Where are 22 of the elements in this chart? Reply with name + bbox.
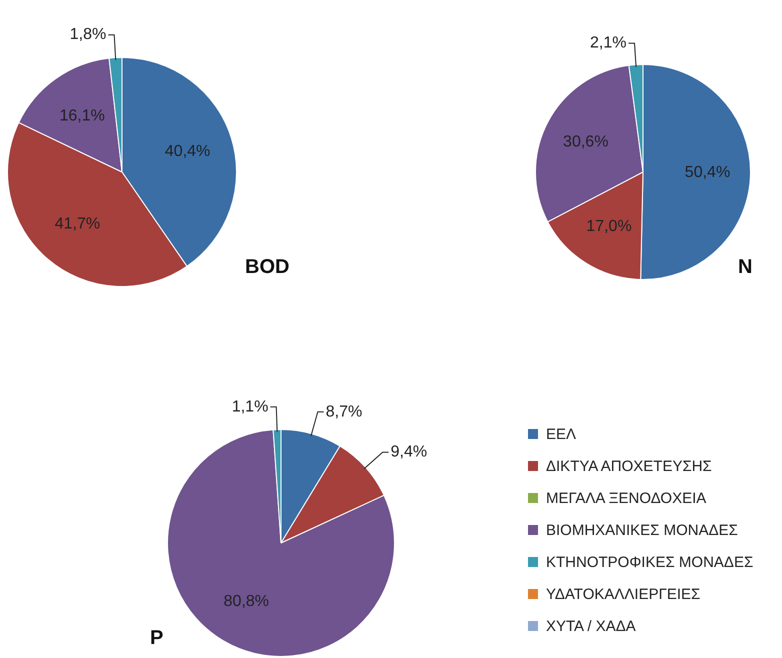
legend-label: ΚΤΗΝΟΤΡΟΦΙΚΕΣ ΜΟΝΑΔΕΣ bbox=[546, 554, 754, 570]
data-label: 41,7% bbox=[54, 216, 100, 233]
legend-label: ΧΥΤΑ / ΧΑΔΑ bbox=[546, 618, 636, 634]
text: BOD bbox=[245, 256, 290, 279]
legend-label: ΜΕΓΑΛΑ ΞΕΝΟΔΟΧΕΙΑ bbox=[546, 490, 706, 506]
data-label: 17,0% bbox=[586, 218, 632, 236]
data-label: 1,8% bbox=[70, 26, 106, 44]
data-label: 2,1% bbox=[590, 34, 627, 52]
data-label: 16,1% bbox=[59, 107, 105, 124]
legend-label: ΕΕΛ bbox=[546, 426, 576, 442]
legend-label: ΒΙΟΜΗΧΑΝΙΚΕΣ ΜΟΝΑΔΕΣ bbox=[546, 522, 738, 538]
data-label: 9,4% bbox=[390, 444, 428, 461]
data-label: 50,4% bbox=[684, 164, 730, 182]
data-label: 8,7% bbox=[326, 403, 362, 420]
data-label: 30,6% bbox=[563, 134, 608, 151]
data-label: 40,4% bbox=[164, 143, 210, 160]
legend-label: ΥΔΑΤΟΚΑΛΛΙΕΡΓΕΙΕΣ bbox=[546, 586, 700, 602]
legend-label: ΔΙΚΤΥΑ ΑΠΟΧΕΤΕΥΣΗΣ bbox=[546, 458, 712, 474]
text: N bbox=[738, 256, 752, 279]
data-label: 1,1% bbox=[232, 398, 268, 416]
data-label: 80,8% bbox=[224, 593, 270, 610]
text: P bbox=[150, 627, 164, 650]
